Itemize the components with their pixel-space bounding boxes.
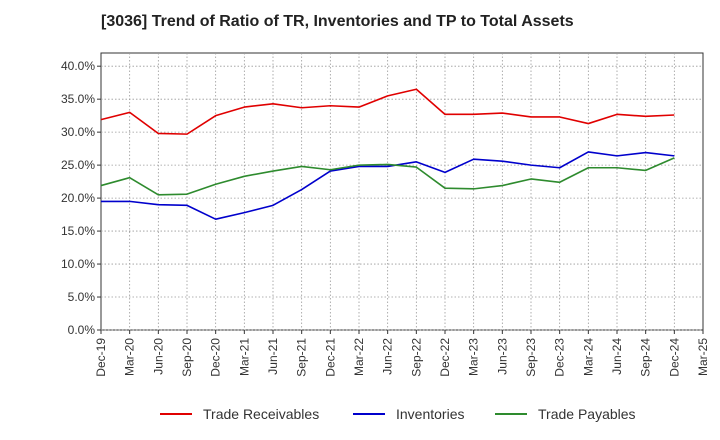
x-tick-label: Dec-22 [438, 338, 452, 377]
x-tick-label: Jun-21 [266, 338, 280, 375]
x-tick-label: Dec-23 [553, 338, 567, 377]
x-axis-ticks: Dec-19 Mar-20 Jun-20 Sep-20 Dec-20 Mar-21 Jun-… [94, 330, 710, 377]
x-tick-label: Sep-22 [409, 338, 423, 377]
x-tick-label: Jun-22 [381, 338, 395, 375]
series-line-inventories [101, 151, 675, 220]
x-tick-label: Sep-20 [180, 338, 194, 377]
x-tick-label: Dec-24 [667, 338, 681, 377]
legend-label-trade-payables: Trade Payables [538, 406, 636, 422]
y-tick-label: 20.0% [61, 191, 95, 205]
x-tick-label: Sep-24 [639, 338, 653, 377]
y-tick-label: 0.0% [68, 323, 96, 337]
x-tick-label: Mar-25 [696, 338, 710, 376]
y-tick-label: 5.0% [68, 290, 96, 304]
series-line-trade-receivables [100, 88, 675, 135]
y-tick-label: 10.0% [61, 257, 95, 271]
y-axis-ticks: 0.0% 5.0% 10.0% 15.0% 20.0% 25.0% 30.0% 35.0% 40… [61, 59, 101, 337]
y-tick-label: 15.0% [61, 224, 95, 238]
x-tick-label: Sep-23 [524, 338, 538, 377]
y-tick-label: 35.0% [61, 92, 95, 106]
y-tick-label: 40.0% [61, 59, 95, 73]
x-tick-label: Jun-24 [610, 338, 624, 375]
x-tick-label: Mar-22 [352, 338, 366, 376]
y-tick-label: 30.0% [61, 125, 95, 139]
x-tick-label: Jun-20 [151, 338, 165, 375]
legend-label-trade-receivables: Trade Receivables [203, 406, 319, 422]
x-tick-label: Mar-21 [237, 338, 251, 376]
series-lines [100, 88, 675, 220]
x-tick-label: Mar-24 [581, 338, 595, 376]
x-tick-label: Mar-20 [123, 338, 137, 376]
x-tick-label: Jun-23 [495, 338, 509, 375]
x-tick-label: Dec-19 [94, 338, 108, 377]
x-tick-label: Dec-21 [323, 338, 337, 377]
legend: Trade Receivables Inventories Trade Payabl… [160, 406, 636, 422]
plot-area [100, 52, 704, 331]
series-line-trade-payables [100, 157, 675, 196]
chart-title: [3036] Trend of Ratio of TR, Inventories… [101, 13, 574, 30]
x-tick-label: Mar-23 [467, 338, 481, 376]
x-tick-label: Dec-20 [209, 338, 223, 377]
legend-label-inventories: Inventories [396, 406, 464, 422]
y-tick-label: 25.0% [61, 158, 95, 172]
x-tick-label: Sep-21 [295, 338, 309, 377]
